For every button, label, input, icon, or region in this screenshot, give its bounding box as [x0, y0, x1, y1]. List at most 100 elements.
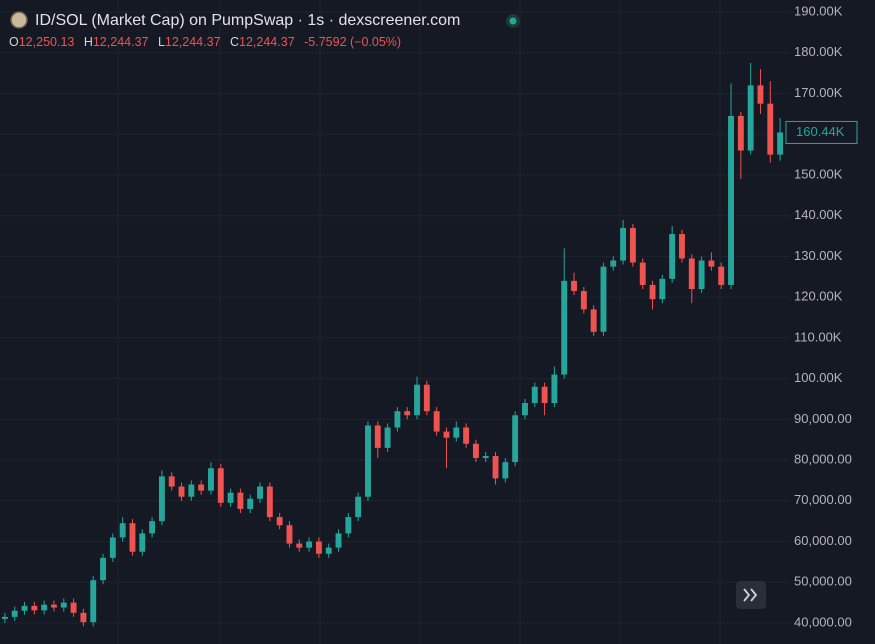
legend-label: H [84, 35, 93, 49]
chart-title: ID/SOL (Market Cap) on PumpSwap · 1s · d… [35, 12, 460, 29]
candle-body [374, 425, 381, 448]
candle-body [571, 280, 577, 292]
candle-body [669, 234, 676, 279]
y-tick-label: 40,000.00 [794, 614, 852, 629]
candle-body [531, 386, 538, 404]
legend-label: L [158, 35, 165, 49]
y-tick-label: 180.00K [794, 44, 843, 59]
candle-body [168, 476, 175, 487]
candle-body [453, 427, 460, 438]
candle-body [777, 132, 784, 155]
candle-body [512, 415, 519, 463]
candle-body [639, 262, 646, 285]
last-price-label: 160.44K [796, 124, 845, 139]
candle-body [286, 525, 293, 544]
candle-body [492, 455, 499, 479]
y-tick-label: 80,000.00 [794, 452, 852, 467]
candle-body [620, 227, 627, 261]
candle-body [414, 384, 420, 416]
vertical-grid [117, 0, 721, 644]
candle-body [1, 616, 8, 619]
candle-body [404, 411, 411, 416]
y-tick-label: 120.00K [794, 289, 843, 304]
candle-body [659, 278, 666, 300]
candle-body [698, 260, 705, 290]
candle-body [688, 258, 695, 290]
candle-body [472, 443, 479, 459]
candle-body [649, 284, 656, 300]
candle-body [80, 612, 87, 623]
candle-body [541, 386, 548, 404]
ohlc-legend: O12,250.13 H12,244.37 L12,244.37 C12,244… [9, 35, 401, 49]
candles [1, 62, 784, 627]
candle-body [551, 374, 558, 404]
candle-body [394, 411, 401, 428]
legend-value: 12,244.37 [93, 35, 149, 49]
legend-change: -5.7592 (−0.05%) [304, 35, 401, 49]
candle-body [365, 425, 371, 497]
candle-body [718, 266, 725, 285]
candle-body [443, 431, 450, 438]
scroll-button-bg[interactable] [736, 581, 766, 609]
last-price-box [785, 120, 858, 144]
y-tick-label: 190.00K [794, 3, 843, 18]
candle-body [60, 602, 67, 608]
y-tick-label: 60,000.00 [794, 533, 852, 548]
candle-body [482, 455, 489, 459]
candle-body [590, 309, 597, 332]
candle-body [257, 486, 263, 499]
y-tick-label: 110.00K [794, 329, 842, 344]
candle-body [266, 486, 273, 518]
candle-body [306, 541, 313, 548]
legend-value: 12,244.37 [165, 35, 221, 49]
candle-body [747, 85, 754, 151]
status-dot [509, 17, 517, 25]
candle-body [610, 260, 617, 267]
scroll-button[interactable] [736, 581, 766, 609]
candle-body [51, 604, 57, 608]
y-tick-label: 90,000.00 [794, 411, 852, 426]
candle-body [247, 498, 254, 509]
candle-body [276, 517, 283, 526]
candle-body [580, 291, 587, 310]
candle-body [384, 427, 391, 448]
y-tick-label: 100.00K [794, 370, 843, 385]
grid [0, 11, 790, 624]
candle-body [325, 547, 332, 554]
candle-body [315, 541, 322, 554]
y-tick-label: 150.00K [794, 166, 843, 181]
candle-body [188, 484, 195, 497]
candle-body [345, 517, 352, 534]
y-tick-label: 50,000.00 [794, 574, 852, 589]
candle-body [502, 462, 509, 479]
candle-body [737, 115, 744, 151]
candle-body [423, 384, 430, 412]
y-tick-label: 70,000.00 [794, 492, 852, 507]
legend-label: O [9, 35, 19, 49]
candle-body [767, 103, 774, 155]
candle-body [237, 492, 244, 509]
candle-body [129, 523, 136, 552]
candle-body [208, 468, 214, 491]
legend-label: C [230, 35, 239, 49]
candle-body [463, 427, 470, 444]
candle-body [11, 610, 18, 617]
candle-body [90, 580, 97, 623]
candle-body [561, 280, 568, 375]
scroll-icon[interactable] [743, 588, 758, 602]
token-logo [10, 11, 28, 29]
candle-body [629, 227, 636, 263]
candle-body [217, 468, 224, 503]
candle-body [728, 115, 734, 285]
candle-body [31, 605, 38, 611]
candle-body [100, 557, 106, 581]
candle-body [355, 496, 362, 518]
candle-body [158, 476, 165, 522]
candle-body [708, 260, 715, 267]
candle-body [21, 605, 28, 611]
y-tick-label: 130.00K [794, 248, 843, 263]
candle-body [227, 492, 234, 503]
candle-body [296, 543, 303, 548]
